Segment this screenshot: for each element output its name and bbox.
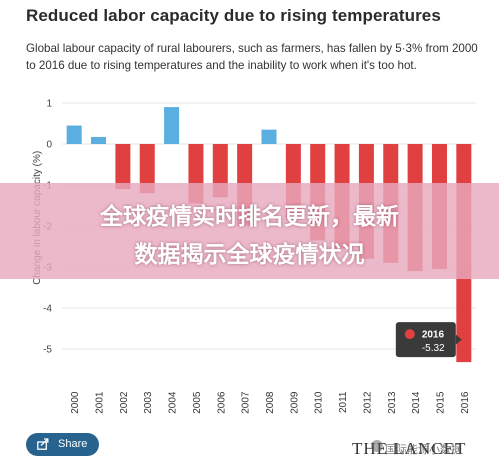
x-tick-label: 2010 <box>314 391 325 414</box>
x-tick-label: 2003 <box>143 391 154 414</box>
x-tick-label: 2016 <box>460 391 471 414</box>
bar <box>261 129 277 144</box>
overlay-headline-line1: 全球疫情实时排名更新，最新 <box>100 204 399 230</box>
share-label: Share <box>58 438 88 450</box>
share-button[interactable]: Share <box>26 433 99 456</box>
x-tick-label: 2015 <box>435 391 446 414</box>
watermark-text: 国际能源小数据 <box>385 443 462 456</box>
x-tick-label: 2005 <box>192 391 203 414</box>
x-tick-label: 2007 <box>241 391 252 414</box>
x-tick-label: 2011 <box>338 391 349 413</box>
y-tick-label: 1 <box>46 99 52 110</box>
y-tick-label: -4 <box>43 304 52 315</box>
overlay-banner: 全球疫情实时排名更新，最新 数据揭示全球疫情状况 <box>0 183 499 279</box>
tooltip-pointer <box>455 334 462 345</box>
watermark-icon <box>371 440 383 452</box>
bar <box>66 125 82 144</box>
x-tick-label: 2009 <box>289 391 300 414</box>
bar <box>115 144 131 190</box>
bar <box>91 137 107 144</box>
overlay-headline-line2: 数据揭示全球疫情状况 <box>134 242 365 268</box>
chart-tooltip: 2016 -5.32 <box>395 322 462 358</box>
tooltip-category: 2016 <box>422 330 445 341</box>
tooltip-marker <box>404 329 415 340</box>
x-tick-label: 2012 <box>362 391 373 414</box>
bar <box>139 144 155 194</box>
x-tick-label: 2013 <box>387 391 398 414</box>
chart-title: Reduced labor capacity due to rising tem… <box>26 6 441 25</box>
x-tick-label: 2008 <box>265 391 276 414</box>
x-tick-label: 2002 <box>119 391 130 414</box>
x-tick-label: 2014 <box>411 391 422 414</box>
x-tick-label: 2004 <box>168 391 179 414</box>
tooltip-value: -5.32 <box>422 343 445 354</box>
x-tick-label: 2001 <box>95 391 106 414</box>
bar <box>164 107 180 144</box>
chart-subtitle: Global labour capacity of rural labourer… <box>26 42 478 72</box>
share-icon <box>37 438 49 450</box>
x-tick-label: 2000 <box>70 391 81 414</box>
y-tick-label: 0 <box>46 140 52 151</box>
y-tick-label: -5 <box>43 345 52 356</box>
x-tick-label: 2006 <box>216 391 227 414</box>
